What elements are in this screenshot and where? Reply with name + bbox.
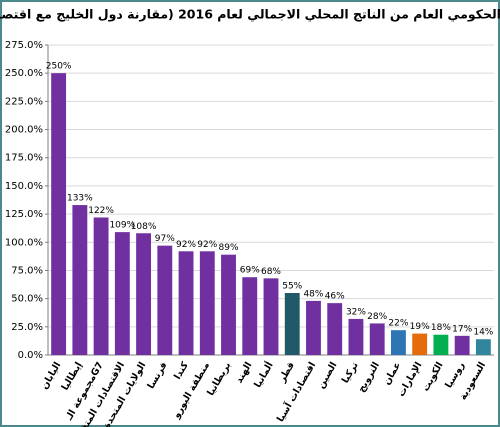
- bar: [433, 334, 449, 355]
- value-label: 55%: [282, 282, 302, 292]
- value-label: 89%: [219, 243, 239, 253]
- bar: [454, 335, 470, 355]
- bar: [51, 73, 67, 355]
- y-tick-label: 250.0%: [5, 68, 43, 79]
- bar: [263, 278, 279, 355]
- value-label: 46%: [325, 292, 345, 302]
- value-label: 92%: [176, 240, 196, 250]
- value-label: 97%: [155, 234, 175, 244]
- bar: [475, 339, 491, 355]
- bar: [412, 333, 428, 355]
- y-tick-label: 0.0%: [18, 350, 43, 361]
- bar: [327, 303, 343, 355]
- chart-title: نسبة الدين الحكومي العام من الناتج المحل…: [0, 7, 500, 23]
- y-tick-label: 200.0%: [5, 125, 43, 136]
- bar: [199, 251, 215, 355]
- bar: [242, 277, 258, 355]
- bar: [114, 232, 130, 355]
- value-label: 48%: [303, 289, 323, 299]
- value-label: 22%: [388, 319, 408, 329]
- bar: [178, 251, 194, 355]
- bar: [390, 330, 406, 355]
- bar: [93, 217, 109, 355]
- value-label: 17%: [452, 324, 472, 334]
- value-label: 32%: [346, 307, 366, 317]
- bar: [284, 293, 300, 355]
- value-label: 122%: [88, 206, 114, 216]
- bar: [306, 300, 321, 355]
- bar: [369, 323, 385, 355]
- bar: [72, 205, 88, 355]
- y-tick-label: 75.0%: [11, 265, 43, 276]
- bar: [157, 245, 173, 355]
- y-tick-label: 275.0%: [5, 40, 43, 51]
- value-label: 18%: [431, 323, 451, 333]
- value-label: 68%: [261, 267, 281, 277]
- value-label: 92%: [197, 240, 217, 250]
- y-tick-label: 225.0%: [5, 96, 43, 107]
- y-tick-label: 25.0%: [11, 322, 43, 333]
- value-label: 108%: [131, 222, 157, 232]
- bar: [348, 318, 364, 355]
- value-label: 19%: [410, 322, 430, 332]
- value-label: 133%: [67, 194, 93, 204]
- value-label: 14%: [473, 328, 493, 338]
- value-label: 109%: [109, 221, 135, 231]
- bar: [221, 254, 236, 355]
- value-label: 28%: [367, 312, 387, 322]
- y-tick-label: 125.0%: [5, 209, 43, 220]
- value-label: 69%: [240, 266, 260, 276]
- bar: [136, 233, 152, 355]
- y-tick-label: 175.0%: [5, 153, 43, 164]
- value-label: 250%: [46, 62, 72, 72]
- y-tick-label: 150.0%: [5, 181, 43, 192]
- y-tick-label: 100.0%: [5, 237, 43, 248]
- y-tick-label: 50.0%: [11, 294, 43, 305]
